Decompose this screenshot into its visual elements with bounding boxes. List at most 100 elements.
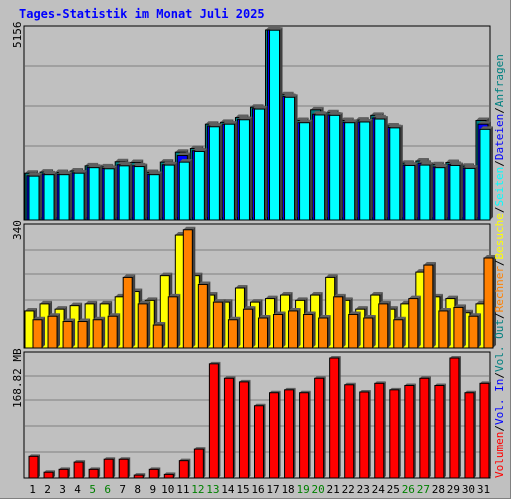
rechner-bar-15 xyxy=(242,308,253,349)
seiten-bar-5 xyxy=(88,167,100,221)
volumen-bar-21-top xyxy=(329,356,341,359)
seiten-bar-8 xyxy=(133,166,145,221)
besuche-bar-29-top xyxy=(445,295,458,299)
rechner-bar-4 xyxy=(77,321,88,349)
besuche-bar-9-top xyxy=(145,297,158,301)
legend-separator: / xyxy=(493,107,506,114)
seiten-bar-27-top xyxy=(419,162,433,166)
seiten-bar-1-top xyxy=(29,173,42,177)
seiten-bar-14 xyxy=(223,123,235,221)
x-tick-label-22: 22 xyxy=(342,483,355,496)
seiten-bar-16-side xyxy=(264,106,268,220)
rechner-bar-8-side xyxy=(147,300,151,348)
seiten-bar-26-side xyxy=(414,162,418,220)
anfragen-bar-10-top xyxy=(160,159,174,163)
legend-item-seiten: Seiten xyxy=(493,166,506,207)
seiten-bar-12 xyxy=(193,150,205,221)
rechner-bar-11 xyxy=(182,229,193,349)
rechner-bar-29-side xyxy=(462,304,466,348)
volumen-bar-18-top xyxy=(284,387,296,390)
volumen-bar-4 xyxy=(73,461,84,479)
seiten-bar-17-top xyxy=(269,27,283,31)
rechner-bar-22-top xyxy=(348,311,361,315)
x-tick-label-3: 3 xyxy=(59,483,66,496)
seiten-bar-15 xyxy=(238,119,250,221)
seiten-bar-7-top xyxy=(119,162,133,166)
seiten-bar-24-side xyxy=(384,116,388,220)
x-tick-label-11: 11 xyxy=(176,483,189,496)
rechner-bar-12 xyxy=(197,283,208,349)
rechner-bar-28-side xyxy=(447,307,451,348)
legend-separator: / xyxy=(493,206,506,214)
rechner-bar-13-top xyxy=(213,299,226,303)
volumen-bar-29-top xyxy=(449,356,461,359)
rechner-bar-2-top xyxy=(48,313,61,317)
volumen-bar-1 xyxy=(28,455,39,479)
x-tick-label-30: 30 xyxy=(462,483,475,496)
ymax-label-panel-1: 5156 xyxy=(11,21,24,49)
besuche-bar-16-top xyxy=(250,299,263,303)
ymax-label-panel-2: 340 xyxy=(11,220,24,240)
volumen-bar-28-top xyxy=(434,383,446,386)
rechner-bar-29-top xyxy=(453,304,466,308)
rechner-bar-31-side xyxy=(492,255,496,348)
rechner-bar-8-top xyxy=(138,300,151,304)
anfragen-bar-31-top xyxy=(475,117,489,121)
volumen-bar-18 xyxy=(284,389,295,479)
seiten-bar-8-top xyxy=(134,163,148,167)
volumen-bar-10-top xyxy=(164,472,176,475)
seiten-bar-21 xyxy=(329,114,341,221)
volumen-bar-31 xyxy=(479,382,490,479)
besuche-bar-3-top xyxy=(55,306,68,310)
volumen-bar-15 xyxy=(238,381,249,479)
rechner-bar-31 xyxy=(483,257,494,349)
besuche-bar-20-top xyxy=(310,292,323,296)
seiten-bar-18-top xyxy=(284,94,298,98)
volumen-bar-7-top xyxy=(119,457,131,460)
volumen-bar-25 xyxy=(389,389,400,479)
rechner-bar-11-side xyxy=(192,226,196,348)
rechner-bar-26 xyxy=(408,298,419,349)
volumen-bar-3 xyxy=(58,468,69,479)
volumen-bar-24-top xyxy=(374,381,386,384)
rechner-bar-23-top xyxy=(363,315,376,318)
besuche-bar-15-top xyxy=(235,285,248,288)
seiten-bar-30-top xyxy=(464,165,478,169)
dateien-bar-11-top xyxy=(177,152,191,156)
seiten-bar-21-top xyxy=(329,112,343,116)
besuche-bar-23-top xyxy=(355,306,368,310)
seiten-bar-20-side xyxy=(324,111,328,220)
seiten-bar-6-top xyxy=(104,165,118,169)
volumen-bar-29 xyxy=(449,357,460,479)
x-tick-label-21: 21 xyxy=(327,483,340,496)
seiten-bar-11-side xyxy=(189,159,193,220)
rechner-bar-16-side xyxy=(267,315,271,348)
seiten-bar-14-top xyxy=(224,121,238,125)
x-tick-label-5: 5 xyxy=(89,483,96,496)
besuche-bar-5-top xyxy=(85,300,98,304)
seiten-bar-7 xyxy=(118,165,130,221)
seiten-bar-16-top xyxy=(254,106,268,110)
x-tick-label-8: 8 xyxy=(134,483,141,496)
volumen-bar-30 xyxy=(464,392,475,479)
rechner-bar-2 xyxy=(47,315,58,349)
volumen-bar-17 xyxy=(269,392,280,479)
x-tick-label-31: 31 xyxy=(477,483,490,496)
rechner-bar-19-side xyxy=(312,311,316,348)
rechner-bar-30-side xyxy=(477,313,481,348)
x-tick-label-1: 1 xyxy=(29,483,36,496)
rechner-bar-21 xyxy=(333,296,344,349)
rechner-bar-6-side xyxy=(117,313,121,348)
x-tick-label-28: 28 xyxy=(432,483,445,496)
seiten-bar-31-top xyxy=(479,126,493,130)
seiten-bar-2 xyxy=(43,174,55,221)
seiten-bar-29-side xyxy=(459,162,463,220)
rechner-bar-9-side xyxy=(162,322,166,348)
besuche-bar-19-top xyxy=(295,297,308,301)
seiten-bar-30 xyxy=(464,167,476,221)
rechner-bar-16 xyxy=(257,317,268,349)
volumen-bar-28 xyxy=(434,384,445,479)
x-tick-label-15: 15 xyxy=(236,483,249,496)
legend-separator: / xyxy=(493,259,506,267)
